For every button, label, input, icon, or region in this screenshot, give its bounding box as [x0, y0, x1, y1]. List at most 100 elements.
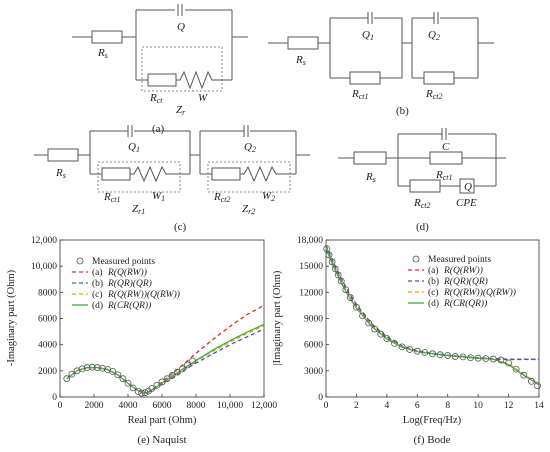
measured-point — [489, 355, 497, 363]
measured-point — [342, 286, 350, 294]
measured-point — [331, 265, 339, 273]
label-w: W — [198, 92, 208, 104]
rct1-resistor-d — [429, 151, 463, 165]
measured-point — [371, 325, 379, 333]
label-rct1-d: Rct1 — [435, 169, 453, 182]
label-rs-b: Rs — [295, 54, 306, 67]
measured-point — [124, 379, 132, 387]
measured-point — [63, 375, 71, 383]
y-tick-label: 12,000 — [31, 236, 57, 246]
label-rct2-c: Rct2 — [213, 191, 231, 204]
nyquist-series — [66, 304, 265, 394]
y-tick-label: 4000 — [38, 341, 57, 351]
label-q-d: Q — [464, 181, 472, 193]
label-q2-b: Q2 — [428, 29, 440, 42]
bode-ylabel: |Imaginary part (Ohm) — [272, 270, 283, 365]
rs-resistor — [91, 30, 123, 44]
rct1-resistor — [349, 71, 381, 85]
x-tick-label: 2 — [354, 401, 359, 411]
measured-point — [359, 312, 366, 320]
q1-capacitor-c — [127, 125, 133, 137]
measured-point — [78, 365, 86, 373]
measured-point — [365, 319, 373, 327]
x-tick-label: 2000 — [85, 401, 104, 411]
rct1-resistor-c — [101, 167, 131, 181]
y-tick-label: 0 — [52, 393, 57, 403]
legend-mark-d: (d) — [428, 298, 439, 309]
zr-box — [141, 46, 223, 92]
rct-resistor — [147, 73, 177, 87]
measured-point — [334, 271, 342, 279]
nyquist-measured-points — [63, 357, 197, 397]
measured-point — [429, 350, 436, 358]
measured-point — [68, 370, 76, 378]
measured-point — [346, 294, 354, 301]
legend-mark-b: (b) — [92, 278, 103, 289]
q2-capacitor — [433, 12, 439, 24]
x-tick-label: 8000 — [187, 401, 206, 411]
bode-xlabel: Log(Freq/Hz) — [403, 415, 462, 426]
x-tick-label: 6000 — [153, 401, 172, 411]
measured-point — [178, 365, 186, 373]
measured-point — [99, 364, 106, 372]
bode-chart: 0 2 4 6 8 10 12 14 0 3000 6000 9000 12000 15000 18,000… — [272, 236, 544, 446]
circuit-c: Rs Q1 Q2 Rct1 W1 Rct2 W2 Zr1 Zr2 (c) — [34, 125, 310, 233]
label-rct2-b: Rct2 — [425, 88, 443, 101]
measured-point — [141, 389, 149, 397]
y-tick-label: 18,000 — [297, 236, 323, 246]
label-zr: Zr — [176, 104, 186, 117]
measured-point — [173, 368, 181, 376]
zr1-box — [97, 161, 181, 193]
measured-point — [353, 303, 360, 311]
legend-label-a: R(Q(RW)) — [107, 267, 147, 278]
q-capacitor — [177, 4, 183, 16]
nyquist-xlabel: Real part (Ohm) — [128, 415, 197, 426]
legend-label-measured: Measured points — [428, 255, 491, 265]
measured-point — [436, 351, 444, 359]
series-line-c — [66, 325, 265, 394]
legend-mark-b: (b) — [428, 276, 439, 287]
label-rs: Rs — [97, 47, 108, 60]
measured-point — [377, 330, 385, 338]
measured-point — [512, 365, 520, 373]
legend-marker-measured — [412, 255, 420, 263]
measured-point — [148, 385, 156, 392]
legend-mark-a: (a) — [428, 265, 439, 276]
measured-point — [109, 368, 117, 375]
measured-point — [459, 353, 467, 361]
measured-point — [505, 359, 512, 367]
rs-resistor-b — [287, 36, 319, 50]
circuit-b: Rs Q1 Q2 Rct1 Rct2 (b) — [268, 12, 494, 117]
bode-legend: Measured points(a) R(Q(RW)) (b) R(QR)(QR) (c… — [408, 255, 516, 309]
legend-mark-a: (a) — [92, 267, 103, 278]
measured-point — [158, 378, 166, 386]
measured-point — [88, 363, 96, 371]
measured-point — [328, 258, 336, 266]
measured-point — [153, 381, 161, 389]
y-tick-label: 3000 — [304, 367, 323, 377]
y-tick-label: 9000 — [304, 315, 323, 325]
label-w1-c: W1 — [152, 190, 165, 203]
measured-point — [168, 372, 176, 379]
measured-point — [527, 377, 535, 385]
c-capacitor — [441, 128, 447, 140]
rct2-resistor-c — [211, 167, 241, 181]
measured-point — [467, 354, 474, 362]
y-tick-label: 12000 — [299, 288, 323, 298]
measured-point — [189, 357, 197, 365]
measured-point — [337, 277, 345, 285]
q1-capacitor — [367, 12, 373, 24]
x-tick-label: 4 — [384, 401, 389, 411]
measured-point — [323, 245, 331, 253]
caption-d: (d) — [416, 221, 429, 233]
measured-point — [391, 339, 398, 347]
series-line-b — [66, 328, 265, 394]
nyquist-ylabel: -Imaginary part (Ohm) — [6, 269, 17, 366]
y-tick-label: 2000 — [38, 367, 57, 377]
measured-point — [383, 335, 391, 342]
measured-point — [444, 352, 452, 359]
x-tick-label: 4000 — [119, 401, 138, 411]
y-tick-label: 0 — [318, 393, 323, 403]
label-q: Q — [177, 21, 185, 33]
